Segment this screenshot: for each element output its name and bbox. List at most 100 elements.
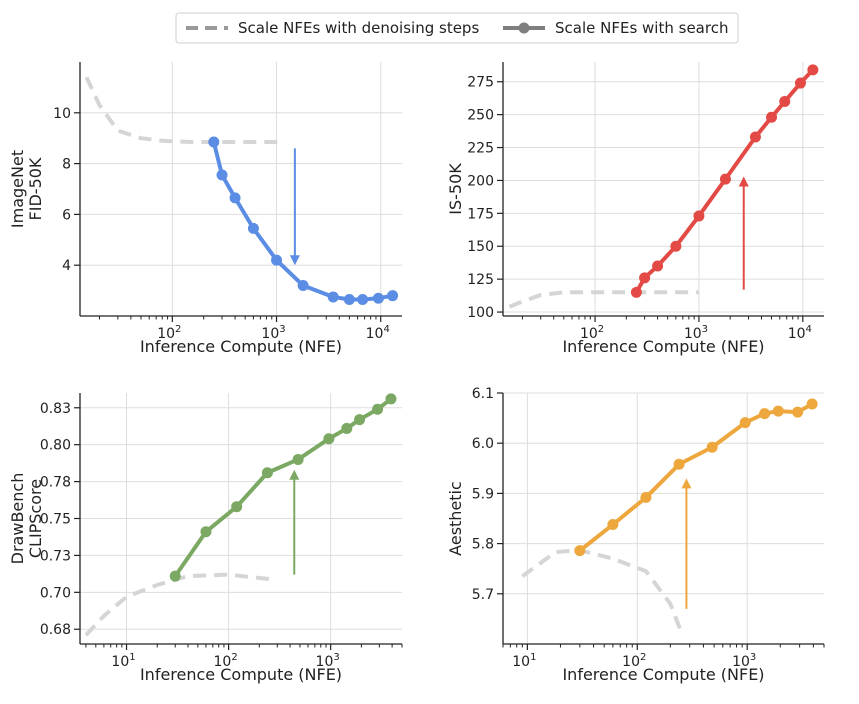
x-tick-label: 101	[111, 652, 135, 670]
data-point	[792, 406, 804, 418]
y-tick-label: 0.78	[40, 475, 71, 491]
data-point	[292, 453, 304, 465]
trend-arrow-head	[681, 478, 692, 489]
x-tick-label: 104	[788, 324, 812, 342]
data-point	[779, 95, 791, 107]
y-tick-label: 175	[467, 206, 494, 222]
data-point	[327, 291, 339, 303]
y-tick-label: 6	[62, 207, 71, 223]
legend-box	[175, 12, 739, 44]
data-point	[261, 467, 273, 479]
data-point	[652, 260, 664, 272]
data-point	[387, 290, 399, 302]
data-point	[231, 501, 243, 513]
series-line-search	[173, 397, 393, 578]
data-point	[670, 240, 682, 252]
series-line-denoising	[508, 290, 699, 309]
data-point	[297, 280, 309, 292]
data-point	[739, 417, 751, 429]
y-axis-label: DrawBench	[8, 473, 27, 565]
y-tick-label: 8	[62, 157, 71, 173]
data-point	[794, 77, 806, 89]
data-point	[343, 293, 355, 305]
series-line-denoising	[84, 76, 285, 145]
data-point	[630, 286, 642, 298]
trend-arrow-head	[289, 469, 300, 480]
data-point	[271, 254, 283, 266]
y-tick-label: 5.9	[472, 486, 494, 502]
chart-is: 102 103 104100125150175200225250275Inferen…	[446, 62, 824, 356]
series-line-search	[578, 402, 814, 553]
y-tick-label: 5.7	[472, 587, 494, 603]
data-point	[229, 192, 241, 204]
y-tick-label: 150	[467, 239, 494, 255]
data-point	[200, 526, 212, 538]
x-tick-label: 101	[512, 652, 536, 670]
data-point	[354, 414, 366, 426]
data-point	[673, 458, 685, 470]
y-tick-label: 0.83	[40, 401, 71, 417]
data-point	[323, 433, 335, 445]
x-tick-label: 104	[366, 324, 390, 342]
y-tick-label: 0.75	[40, 512, 71, 528]
y-tick-label: 5.8	[472, 537, 494, 553]
y-tick-label: 6.0	[472, 436, 494, 452]
y-tick-label: 275	[467, 75, 494, 91]
y-tick-label: 250	[467, 108, 494, 124]
data-point	[372, 292, 384, 304]
legend-label-search: Scale NFEs with search	[555, 19, 728, 37]
y-tick-label: 125	[467, 272, 494, 288]
y-tick-label: 200	[467, 173, 494, 189]
data-point	[693, 210, 705, 222]
data-point	[807, 64, 819, 76]
y-tick-label: 0.68	[40, 622, 71, 638]
y-tick-label: 10	[53, 106, 71, 122]
y-tick-label: 4	[62, 258, 71, 274]
x-axis-label: Inference Compute (NFE)	[562, 665, 764, 684]
legend-label-denoising: Scale NFEs with denoising steps	[238, 19, 479, 37]
data-point	[639, 272, 651, 284]
data-point	[706, 441, 718, 453]
data-point	[357, 293, 369, 305]
x-axis-label: Inference Compute (NFE)	[562, 337, 764, 356]
x-axis-label: Inference Compute (NFE)	[140, 665, 342, 684]
series-line-denoising	[521, 548, 683, 633]
trend-arrow-head	[289, 255, 300, 266]
data-point	[749, 131, 761, 143]
y-axis-label: IS-50K	[446, 163, 465, 215]
series-line-denoising	[84, 572, 270, 637]
data-point	[385, 393, 397, 405]
y-tick-label: 100	[467, 305, 494, 321]
series-line-search	[211, 141, 393, 302]
data-point	[574, 545, 586, 557]
x-axis-label: Inference Compute (NFE)	[140, 337, 342, 356]
data-point	[372, 403, 384, 415]
data-point	[719, 173, 731, 185]
data-point	[766, 111, 778, 123]
data-point	[806, 398, 818, 410]
data-point	[169, 570, 181, 582]
y-axis-label: FID-50K	[26, 157, 45, 220]
chart-clip: 101 102 1030.680.700.730.750.780.800.83Inf…	[8, 393, 403, 684]
trend-arrow-head	[738, 176, 749, 187]
y-axis-label: CLIPScore	[26, 479, 45, 558]
data-point	[640, 491, 652, 503]
data-point	[208, 136, 220, 148]
data-point	[341, 422, 353, 434]
legend-marker-search	[518, 22, 530, 34]
legend: Scale NFEs with denoising steps Scale NF…	[175, 12, 739, 44]
y-tick-label: 6.1	[472, 386, 494, 402]
y-axis-label: Aesthetic	[446, 481, 465, 556]
y-tick-label: 0.80	[40, 438, 71, 454]
data-point	[247, 222, 259, 234]
data-point	[607, 519, 619, 531]
y-tick-label: 225	[467, 141, 494, 157]
y-tick-label: 0.73	[40, 548, 71, 564]
y-axis-label: ImageNet	[8, 150, 27, 228]
data-point	[216, 169, 228, 181]
data-point	[772, 405, 784, 417]
